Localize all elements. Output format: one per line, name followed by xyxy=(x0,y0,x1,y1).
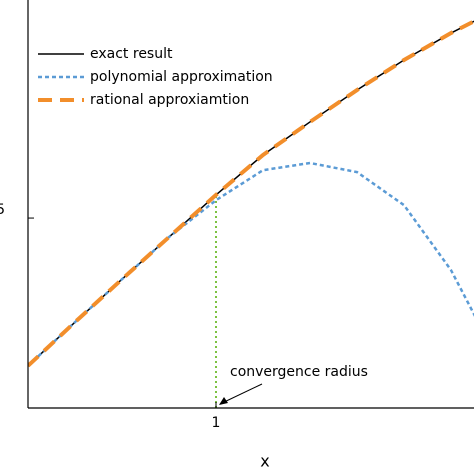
series-line xyxy=(28,20,474,367)
series-line xyxy=(28,161,474,367)
legend-label: polynomial approximation xyxy=(90,69,273,85)
annotation-arrow xyxy=(219,383,263,405)
arrow-head xyxy=(219,397,228,405)
y-tick-label: 0.5 xyxy=(0,202,5,218)
plot-area xyxy=(28,19,474,408)
axes: 1 0.5 convergence radius exact result polyno… xyxy=(0,0,474,431)
x-axis-label: x xyxy=(260,452,269,471)
series-line xyxy=(28,19,474,368)
legend-label: rational approxiamtion xyxy=(90,92,249,108)
legend-label: exact result xyxy=(90,46,173,62)
annotation-text: convergence radius xyxy=(230,364,368,380)
x-tick-label: 1 xyxy=(212,415,221,431)
